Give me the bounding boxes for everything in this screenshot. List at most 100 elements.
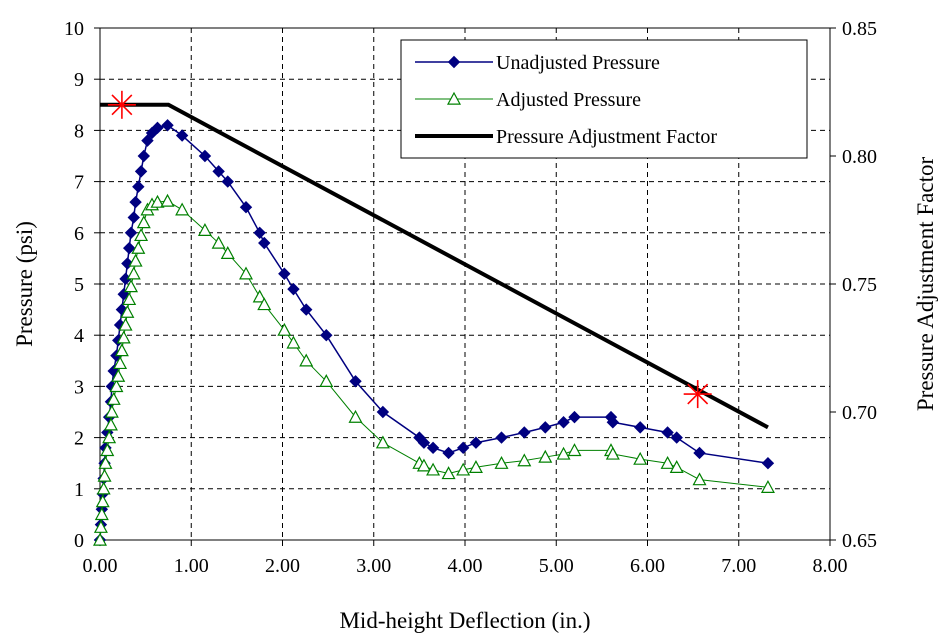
x-tick-label: 3.00 <box>356 555 391 577</box>
data-point <box>760 480 775 493</box>
data-point <box>98 455 113 469</box>
y-tick-label: 0 <box>74 530 84 552</box>
data-point <box>94 507 109 521</box>
legend-item: Pressure Adjustment Factor <box>415 126 717 148</box>
data-point <box>220 246 235 259</box>
data-point <box>120 304 135 318</box>
y-tick-label: 9 <box>74 69 84 91</box>
data-point <box>253 226 266 240</box>
data-point <box>104 404 119 418</box>
data-point <box>426 441 440 455</box>
data-point <box>633 421 647 434</box>
x-tick-label: 5.00 <box>539 555 574 577</box>
data-point <box>277 322 292 336</box>
data-point <box>517 453 532 467</box>
y2-axis-label: Pressure Adjustment Factor <box>913 157 938 412</box>
legend-label: Pressure Adjustment Factor <box>496 126 717 148</box>
y-axis-label: Pressure (psi) <box>12 221 37 347</box>
data-point <box>117 288 130 301</box>
data-point <box>518 426 531 439</box>
y-tick-label: 1 <box>74 479 84 501</box>
data-point <box>93 519 108 533</box>
data-point <box>95 494 110 508</box>
data-point <box>116 330 131 344</box>
data-point <box>212 165 225 178</box>
legend-swatch-marker <box>446 91 462 105</box>
data-point <box>127 211 140 224</box>
data-point <box>469 436 483 449</box>
data-point <box>417 436 431 449</box>
series-2 <box>92 193 775 546</box>
legend-label: Adjusted Pressure <box>496 89 641 111</box>
data-point <box>348 409 363 423</box>
legend-item: Unadjusted Pressure <box>415 52 660 74</box>
data-point <box>131 240 146 254</box>
data-point <box>150 194 165 208</box>
y-tick-label: 4 <box>74 325 84 347</box>
data-point <box>197 222 212 236</box>
data-point <box>606 416 620 429</box>
data-point <box>134 228 149 242</box>
data-point <box>132 180 145 193</box>
data-point <box>660 455 675 469</box>
x-tick-label: 4.00 <box>448 555 483 577</box>
data-point <box>175 129 189 142</box>
data-point <box>495 431 508 444</box>
data-point <box>100 443 115 457</box>
data-point <box>239 200 253 214</box>
data-point <box>141 134 154 147</box>
y2-tick-label: 0.70 <box>842 402 877 424</box>
legend: Unadjusted Pressure Adjusted Pressure Pres… <box>400 39 808 159</box>
data-point <box>257 297 272 311</box>
series-layer <box>92 90 775 547</box>
legend-swatch-marker <box>447 55 461 69</box>
asterisk-stroke <box>111 94 133 116</box>
data-point <box>761 456 775 470</box>
data-point <box>151 121 164 135</box>
data-point <box>118 317 133 331</box>
y-tick-label: 7 <box>74 172 84 194</box>
data-point <box>299 353 314 367</box>
data-point <box>96 481 111 495</box>
y-tick-label: 3 <box>74 376 84 398</box>
data-point <box>92 532 108 546</box>
annotation-marker <box>683 380 712 409</box>
data-point <box>252 289 267 303</box>
data-point <box>557 416 570 429</box>
y2-tick-label: 0.85 <box>842 18 877 40</box>
data-point <box>287 282 300 296</box>
data-point <box>129 195 142 209</box>
data-point <box>669 460 684 473</box>
data-point <box>300 303 313 316</box>
data-point <box>494 455 509 469</box>
data-point <box>693 446 706 460</box>
data-point <box>349 375 362 388</box>
data-point <box>456 441 470 455</box>
data-point <box>106 391 121 405</box>
y-tick-label: 8 <box>74 120 84 142</box>
data-point <box>468 460 483 473</box>
x-tick-label: 2.00 <box>265 555 300 577</box>
data-point <box>128 253 143 267</box>
y-tick-label: 6 <box>74 223 84 245</box>
data-point <box>134 165 148 178</box>
data-point <box>568 410 581 424</box>
asterisk-stroke <box>687 383 709 405</box>
data-point <box>111 368 126 382</box>
y2-tick-label: 0.80 <box>842 146 877 168</box>
data-point <box>221 175 234 188</box>
data-point <box>375 435 390 449</box>
legend-label: Unadjusted Pressure <box>496 52 660 74</box>
data-point <box>426 462 441 476</box>
data-point <box>286 335 301 349</box>
annotation-marker <box>107 90 136 119</box>
data-point <box>442 446 455 460</box>
x-tick-label: 6.00 <box>630 555 665 577</box>
data-point <box>376 405 390 419</box>
data-point <box>103 417 118 431</box>
data-point <box>211 235 226 249</box>
data-point <box>319 374 334 387</box>
x-tick-label: 7.00 <box>721 555 756 577</box>
